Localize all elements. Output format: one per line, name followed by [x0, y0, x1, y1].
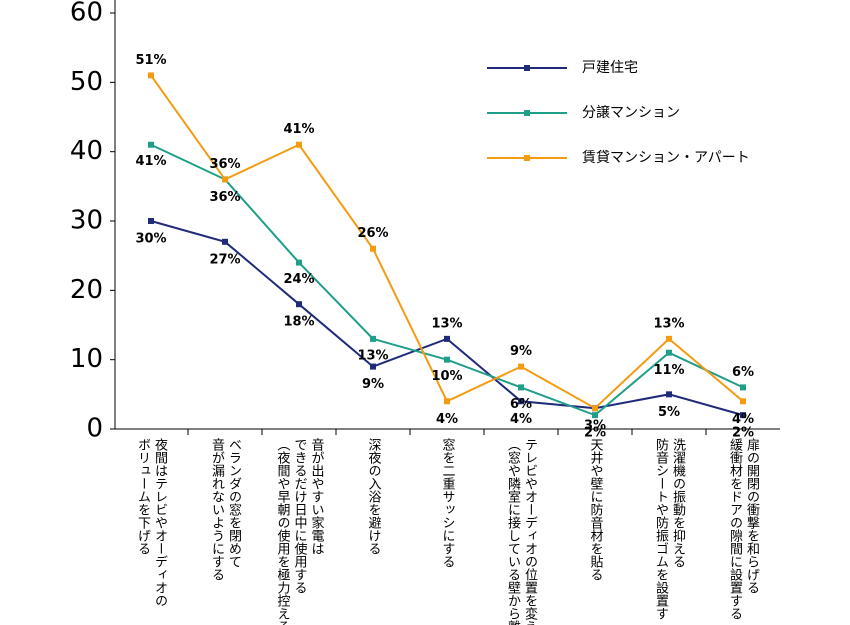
data-label: 9%	[510, 344, 532, 359]
data-label: 36%	[209, 157, 240, 172]
data-label: 6%	[732, 365, 754, 380]
marker	[666, 335, 672, 342]
data-label: 18%	[283, 315, 314, 330]
y-tick-label: 20	[70, 275, 103, 305]
marker	[518, 398, 524, 405]
data-label: 41%	[135, 154, 166, 169]
data-label: 4%	[732, 412, 754, 427]
data-label: 13%	[357, 348, 388, 363]
marker	[666, 349, 672, 356]
marker	[740, 384, 746, 391]
data-label: 36%	[209, 190, 240, 205]
y-tick-label: 30	[70, 206, 103, 236]
marker	[296, 259, 302, 266]
marker	[148, 141, 154, 148]
data-label: 2%	[732, 426, 754, 441]
data-label: 51%	[135, 53, 166, 68]
data-label: 9%	[362, 377, 384, 392]
legend-label: 賃貸マンション・アパート	[582, 150, 750, 166]
data-label: 24%	[283, 272, 314, 287]
data-label: 10%	[431, 369, 462, 384]
marker	[222, 176, 228, 183]
legend-marker	[524, 110, 530, 116]
legend-label: 戸建住宅	[582, 60, 638, 76]
legend-marker	[524, 65, 530, 71]
marker	[444, 356, 450, 363]
marker	[518, 384, 524, 391]
marker	[444, 335, 450, 342]
marker	[740, 412, 746, 419]
data-label: 3%	[584, 419, 606, 434]
data-label: 4%	[436, 412, 458, 427]
marker	[370, 363, 376, 370]
marker	[296, 141, 302, 148]
marker	[666, 391, 672, 398]
marker	[592, 405, 598, 412]
marker	[222, 238, 228, 245]
legend-label: 分譲マンション	[582, 105, 680, 121]
data-label: 5%	[658, 405, 680, 420]
data-label: 27%	[209, 252, 240, 267]
x-tick-label: ベランダの窓を閉めて 音が漏れないようにする	[209, 438, 241, 581]
x-tick-label: テレビやオーディオの位置を変え （窓や隣室に接している壁から離	[505, 438, 537, 625]
data-label: 30%	[135, 232, 166, 247]
data-label: 13%	[431, 316, 462, 331]
marker	[592, 412, 598, 419]
data-label: 6%	[510, 397, 532, 412]
marker	[444, 398, 450, 405]
x-tick-label: 深夜の入浴を避ける	[365, 438, 381, 555]
x-tick-label: 窓を二重サッシにする	[439, 438, 455, 568]
data-label: 2%	[584, 426, 606, 441]
legend-marker	[524, 155, 530, 161]
x-tick-label: 洗濯機の振動を抑える 防音シートや防振ゴムを設置す	[653, 438, 685, 620]
y-tick-label: 10	[70, 344, 103, 374]
marker	[148, 72, 154, 79]
data-label: 13%	[653, 316, 684, 331]
y-tick-label: 60	[70, 0, 103, 28]
data-label: 26%	[357, 226, 388, 241]
x-tick-label: 扉の開閉の衝撃を和らげる 緩衝材をドアの隙間に設置する	[727, 438, 759, 620]
y-tick-label: 40	[70, 136, 103, 166]
marker	[518, 363, 524, 370]
marker	[370, 245, 376, 252]
x-tick-label: 天井や壁に防音材を貼る	[587, 438, 603, 581]
marker	[296, 301, 302, 308]
x-tick-label: 夜間はテレビやオーディオの ボリュームを下げる	[135, 438, 167, 607]
data-label: 11%	[653, 363, 684, 378]
marker	[740, 398, 746, 405]
y-tick-label: 50	[70, 67, 103, 97]
marker	[370, 335, 376, 342]
marker	[148, 218, 154, 224]
data-label: 4%	[510, 412, 532, 427]
y-tick-label: 0	[86, 414, 103, 444]
data-label: 41%	[283, 122, 314, 137]
x-tick-label: 音が出やすい家電は できるだけ日中に使用する （夜間や早朝の使用を極力控える	[274, 438, 324, 625]
